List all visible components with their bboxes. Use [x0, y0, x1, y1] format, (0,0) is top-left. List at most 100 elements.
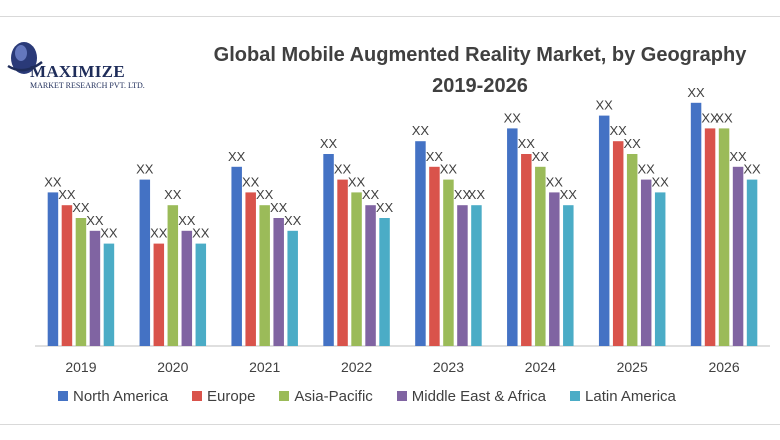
legend-swatch	[279, 391, 290, 401]
data-label: XX	[440, 162, 458, 177]
bar-2025-latin-america	[654, 192, 666, 346]
legend-item: Europe	[192, 388, 255, 405]
bar-2022-middle-east-africa	[365, 205, 376, 346]
bar-2023-north-america	[415, 141, 426, 346]
x-tick-label: 2019	[65, 359, 96, 375]
data-label: XX	[652, 174, 670, 189]
bar-2021-middle-east-africa	[273, 218, 284, 346]
data-label: XX	[376, 200, 394, 215]
data-label: XX	[729, 149, 747, 164]
bar-2025-europe	[612, 141, 624, 346]
bar-2019-north-america	[47, 192, 59, 346]
data-label: XX	[86, 213, 104, 228]
data-label: XX	[228, 149, 246, 164]
data-label: XX	[610, 123, 628, 138]
chart-title: Global Mobile Augmented Reality Market, …	[160, 40, 780, 102]
bar-2025-asia-pacific	[626, 154, 638, 346]
bar-2026-latin-america	[746, 179, 758, 346]
bar-2022-europe	[337, 179, 348, 346]
data-label: XX	[164, 187, 182, 202]
bar-2023-latin-america	[471, 205, 482, 346]
top-divider	[0, 16, 780, 17]
x-tick-label: 2023	[433, 359, 464, 375]
data-label: XX	[638, 162, 656, 177]
legend-label: North America	[73, 387, 169, 405]
data-label: XX	[320, 136, 338, 151]
legend-label: Europe	[207, 387, 256, 405]
data-label: XX	[242, 174, 260, 189]
chart-title-main: Global Mobile Augmented Reality Market, …	[213, 44, 747, 66]
legend-label: Middle East & Africa	[411, 387, 547, 405]
data-label: XX	[192, 226, 210, 241]
data-label: XX	[256, 187, 274, 202]
legend-item: North America	[58, 388, 168, 405]
chart-legend: North America Europe Asia-Pacific Middle Ea…	[58, 386, 700, 406]
bar-2020-north-america	[139, 179, 151, 346]
data-label: XX	[72, 200, 90, 215]
data-label: XX	[58, 187, 76, 202]
data-label: XX	[560, 187, 578, 202]
legend-item: Latin America	[570, 388, 676, 405]
bar-2019-asia-pacific	[75, 218, 87, 346]
company-logo: MAXIMIZE MARKET RESEARCH PVT. LTD.	[2, 36, 172, 98]
data-label: XX	[687, 85, 705, 100]
bar-2021-north-america	[231, 166, 242, 346]
bar-2020-europe	[153, 243, 165, 346]
bar-2021-europe	[245, 192, 256, 346]
data-label: XX	[518, 136, 536, 151]
bar-2022-north-america	[323, 154, 334, 346]
data-label: XX	[284, 213, 302, 228]
bar-2019-middle-east-africa	[89, 230, 101, 346]
x-tick-label: 2025	[617, 359, 648, 375]
legend-item: Asia-Pacific	[279, 387, 373, 405]
data-label: XX	[532, 149, 550, 164]
x-tick-label: 2020	[157, 359, 188, 375]
data-label: XX	[624, 136, 642, 151]
legend-label: Asia-Pacific	[294, 387, 373, 405]
data-label: XX	[701, 110, 719, 125]
legend-swatch	[58, 391, 68, 401]
legend-swatch	[570, 391, 581, 401]
bar-2024-latin-america	[563, 205, 574, 346]
chart-title-years: 2019-2026	[432, 75, 528, 97]
globe-icon	[7, 42, 43, 74]
data-label: XX	[348, 174, 366, 189]
legend-swatch	[396, 391, 407, 401]
data-label: XX	[743, 162, 761, 177]
data-label: XX	[468, 187, 486, 202]
bar-2023-middle-east-africa	[457, 205, 468, 346]
bar-2025-middle-east-africa	[640, 179, 652, 346]
data-label: XX	[270, 200, 288, 215]
bar-2026-north-america	[690, 102, 702, 346]
data-label: XX	[136, 162, 154, 177]
logo-subtitle: MARKET RESEARCH PVT. LTD.	[30, 81, 145, 90]
bar-2020-asia-pacific	[167, 205, 179, 346]
x-tick-label: 2024	[525, 359, 556, 375]
legend-item: Middle East & Africa	[396, 387, 547, 405]
bar-2024-north-america	[507, 128, 518, 346]
bar-2019-latin-america	[103, 243, 115, 346]
data-label: XX	[362, 187, 380, 202]
bar-2019-europe	[61, 205, 73, 346]
data-label: XX	[546, 174, 564, 189]
data-label: XX	[454, 187, 472, 202]
legend-label: Latin America	[585, 387, 676, 405]
bar-2021-asia-pacific	[259, 205, 270, 346]
data-label: XX	[334, 162, 352, 177]
bar-2026-asia-pacific	[718, 128, 730, 346]
data-label: XX	[150, 226, 168, 241]
bar-2022-latin-america	[379, 218, 390, 346]
bar-2025-north-america	[598, 115, 610, 346]
bar-2023-europe	[429, 166, 440, 346]
legend-swatch	[192, 391, 203, 401]
data-label: XX	[715, 110, 733, 125]
bottom-divider	[0, 424, 780, 425]
bar-2024-europe	[521, 154, 532, 346]
bar-2026-europe	[704, 128, 716, 346]
bar-2024-middle-east-africa	[549, 192, 560, 346]
data-label: XX	[412, 123, 430, 138]
bar-2020-latin-america	[195, 243, 207, 346]
data-label: XX	[504, 110, 522, 125]
